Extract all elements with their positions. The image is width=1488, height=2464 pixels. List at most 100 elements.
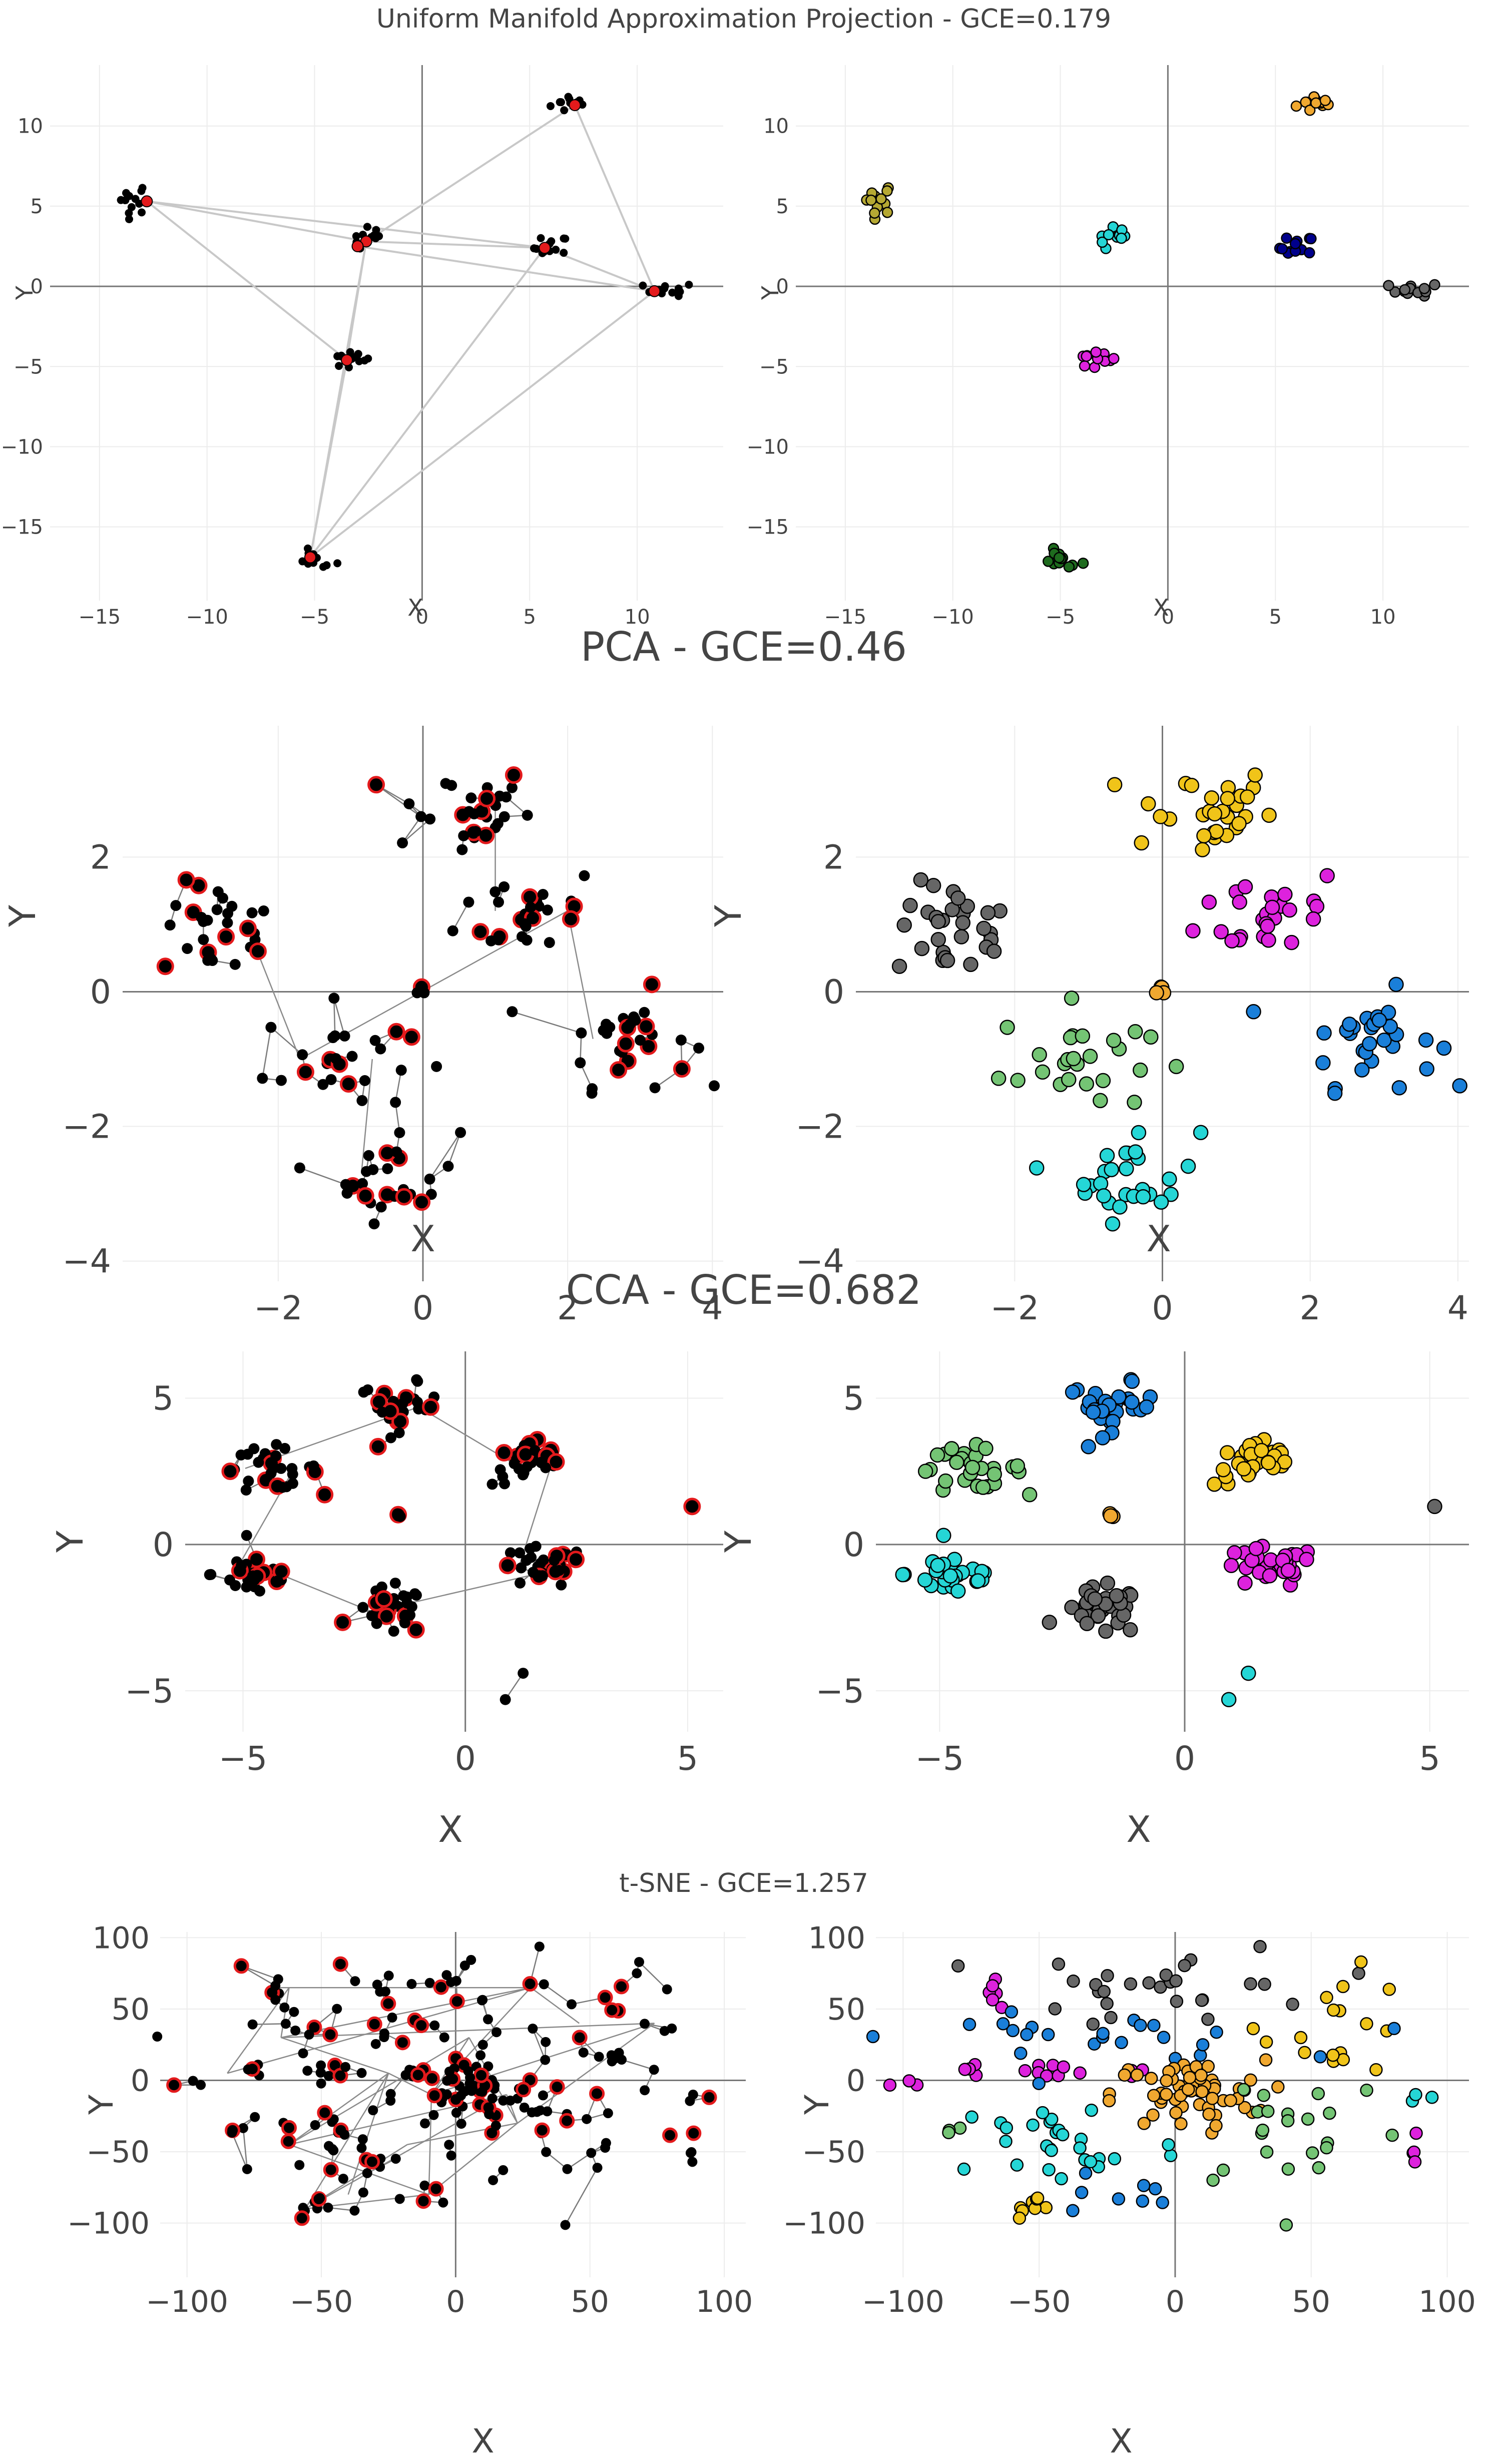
cluster-point-blue — [1246, 1004, 1261, 1020]
cluster-point-gray — [1169, 1974, 1183, 1988]
cluster-point-cyan — [895, 1567, 910, 1583]
graph-node — [549, 1555, 560, 1566]
cluster-point-magenta-a — [985, 1979, 1000, 1993]
graph-node — [381, 1610, 392, 1622]
graph-node — [379, 2028, 389, 2039]
high-error-node — [341, 354, 353, 366]
cluster-point-blue — [1020, 2028, 1034, 2042]
graph-node — [538, 1554, 549, 1566]
cluster-point-magenta — [1280, 1563, 1296, 1578]
cluster-point-green — [1281, 2114, 1295, 2128]
graph-edge — [574, 105, 656, 292]
cluster-point-blue — [1196, 2038, 1210, 2052]
cluster-point-c2 — [881, 207, 893, 218]
left-x-tick-label: 0 — [446, 2284, 465, 2319]
graph-node — [688, 2090, 698, 2100]
cluster-point-gray — [1159, 1968, 1173, 1982]
cluster-point-c4 — [1305, 233, 1317, 245]
graph-node — [639, 2019, 650, 2029]
graph-node — [518, 1668, 529, 1679]
left-y-axis-label: Y — [82, 2094, 121, 2115]
cluster-point-c5 — [1399, 284, 1411, 296]
graph-node — [310, 2120, 320, 2130]
graph-node — [316, 1486, 334, 1504]
cluster-point-blue — [1115, 2036, 1128, 2050]
graph-node — [552, 245, 560, 254]
graph-node — [488, 2175, 499, 2185]
cluster-point-magenta — [1232, 894, 1247, 910]
graph-node — [240, 1485, 252, 1496]
left-x-tick-label: 5 — [677, 1739, 698, 1778]
graph-node — [446, 780, 457, 791]
cluster-point-blue — [1419, 1061, 1434, 1077]
graph-node — [491, 2027, 502, 2038]
cluster-point-cyan — [1096, 1188, 1112, 1204]
cluster-point-yellow — [1298, 2046, 1311, 2060]
cluster-point-orange — [1238, 2101, 1252, 2115]
right-y-tick-label: 0 — [843, 1526, 864, 1564]
cluster-point-magenta — [1262, 1568, 1278, 1584]
graph-node — [332, 2004, 342, 2014]
graph-node — [495, 1444, 513, 1462]
graph-node — [576, 1027, 587, 1039]
graph-node — [451, 1976, 461, 1986]
left-x-tick-label: 100 — [696, 2284, 753, 2319]
cluster-point-gray — [955, 915, 971, 930]
graph-node — [483, 2014, 493, 2025]
cluster-point-green — [1143, 1029, 1159, 1045]
graph-node — [499, 1557, 517, 1575]
cluster-point-cyan — [936, 1528, 951, 1543]
cluster-point-gray — [1352, 1966, 1365, 1980]
left-x-tick-label: 4 — [702, 1289, 723, 1327]
cluster-point-magenta — [1223, 1558, 1239, 1574]
graph-edge — [280, 1987, 290, 2038]
cluster-point-blue — [1436, 1040, 1452, 1056]
graph-node — [549, 2079, 565, 2095]
graph-node — [505, 2095, 516, 2106]
graph-node — [323, 2071, 334, 2081]
left-x-axis-label: X — [410, 1218, 435, 1260]
graph-node — [561, 234, 570, 243]
graph-node — [589, 2086, 605, 2102]
cluster-point-c3 — [1103, 229, 1115, 241]
graph-node — [204, 1569, 215, 1581]
cluster-point-orange — [1181, 2083, 1195, 2096]
graph-node — [356, 2143, 367, 2153]
cluster-point-blue — [1085, 1404, 1101, 1420]
cluster-point-gray — [1142, 1976, 1156, 1990]
cluster-point-green — [1256, 2123, 1270, 2137]
cluster-point-gray — [1101, 1969, 1114, 1983]
right-x-tick-label: 0 — [1162, 606, 1174, 629]
left-x-tick-label: 5 — [524, 606, 536, 629]
graph-node — [415, 811, 427, 822]
cluster-point-green — [964, 1459, 980, 1475]
cluster-point-green — [1312, 2161, 1326, 2175]
cluster-point-blue — [1376, 1032, 1392, 1048]
graph-node — [339, 1030, 350, 1042]
cluster-point-green — [917, 1463, 933, 1479]
graph-edge — [281, 2037, 389, 2074]
cluster-point-blue — [1313, 2050, 1327, 2064]
graph-node — [323, 2162, 339, 2178]
graph-node — [243, 1475, 254, 1487]
left-x-tick-label: −10 — [186, 606, 228, 629]
graph-node — [597, 1990, 613, 2006]
graph-node — [406, 1979, 417, 1989]
graph-node — [376, 1406, 388, 1418]
cluster-point-c6 — [1108, 353, 1120, 364]
cluster-point-gray — [963, 956, 978, 972]
cluster-point-green — [1128, 1024, 1143, 1040]
graph-node — [473, 2067, 489, 2083]
graph-node — [507, 1006, 518, 1018]
cluster-point-blue — [1388, 976, 1404, 993]
cluster-point-gray — [1124, 1977, 1138, 1991]
cluster-point-c4 — [1289, 238, 1301, 250]
graph-node — [522, 1976, 538, 1992]
cluster-point-magenta-c — [1408, 2155, 1422, 2169]
graph-node — [298, 557, 307, 566]
right-y-tick-label: 2 — [823, 838, 844, 876]
cluster-point-c1 — [1290, 100, 1302, 112]
chart-title: PCA - GCE=0.46 — [581, 624, 907, 670]
graph-node — [471, 923, 489, 941]
graph-node — [217, 928, 235, 946]
